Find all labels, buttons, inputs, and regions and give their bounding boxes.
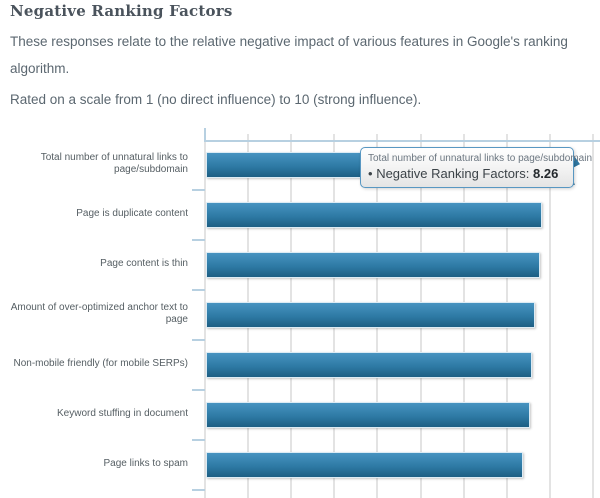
category-label: Amount of over-optimized anchor text to … bbox=[10, 302, 188, 325]
tooltip-category: Total number of unnatural links to page/… bbox=[368, 153, 593, 164]
row-tick bbox=[192, 289, 205, 291]
row-tick bbox=[192, 189, 205, 191]
y-axis-notch bbox=[204, 128, 206, 141]
tooltip: Total number of unnatural links to page/… bbox=[360, 147, 593, 188]
bar-5[interactable] bbox=[206, 352, 532, 378]
tooltip-value: 8.26 bbox=[533, 166, 559, 181]
category-label: Page links to spam bbox=[103, 458, 189, 469]
category-label: Page is duplicate content bbox=[76, 208, 188, 219]
tooltip-bullet-icon: • bbox=[368, 166, 373, 181]
bar-4[interactable] bbox=[206, 302, 535, 328]
row-tick bbox=[192, 339, 205, 341]
category-label: Page content is thin bbox=[100, 258, 188, 269]
top-axis-line bbox=[204, 140, 600, 142]
row-tick bbox=[192, 439, 205, 441]
x-gridline bbox=[591, 134, 594, 498]
category-label: Keyword stuffing in document bbox=[56, 408, 188, 419]
page-title: Negative Ranking Factors bbox=[10, 2, 233, 20]
bar-6[interactable] bbox=[206, 402, 530, 428]
category-label: Non-mobile friendly (for mobile SERPs) bbox=[13, 358, 188, 369]
row-tick bbox=[192, 389, 205, 391]
x-gridline bbox=[548, 134, 551, 498]
tooltip-series-label: Negative Ranking Factors: bbox=[376, 166, 530, 181]
category-label: Total number of unnatural links to page/… bbox=[40, 152, 188, 175]
bar-3[interactable] bbox=[206, 252, 540, 278]
row-tick bbox=[192, 239, 205, 241]
scale-note: Rated on a scale from 1 (no direct influ… bbox=[10, 92, 422, 107]
tooltip-value-line: • Negative Ranking Factors: 8.26 bbox=[368, 166, 566, 181]
x-gridline bbox=[204, 134, 206, 498]
bar-2[interactable] bbox=[206, 202, 542, 228]
row-tick bbox=[192, 489, 205, 491]
bar-7[interactable] bbox=[206, 452, 523, 478]
chart-description: These responses relate to the relative n… bbox=[10, 34, 568, 76]
